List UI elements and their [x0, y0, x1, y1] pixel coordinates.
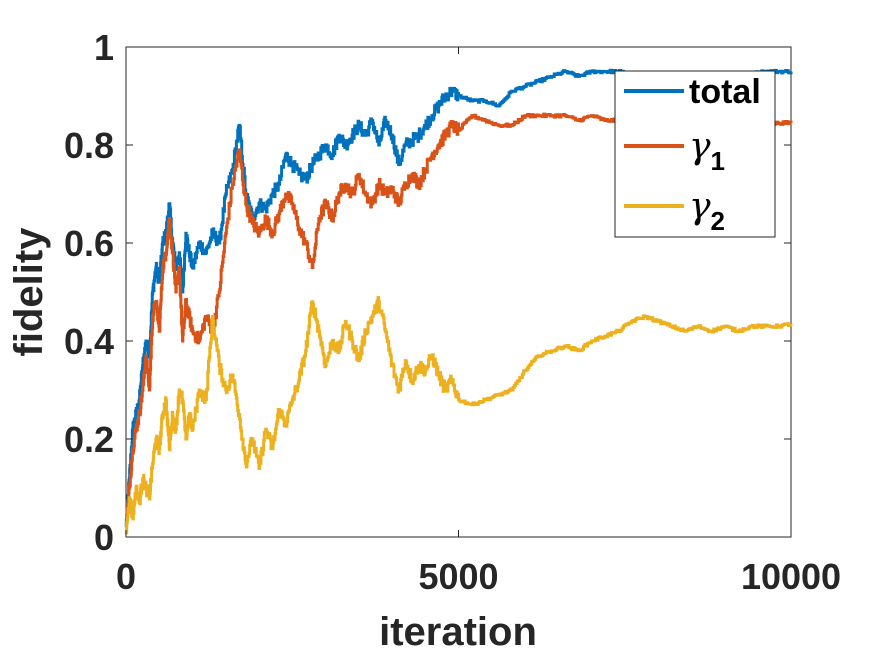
legend-subscript: 1: [711, 146, 725, 176]
x-tick-label: 0: [116, 556, 136, 597]
y-tick-label: 0.6: [64, 223, 114, 264]
x-tick-label: 10000: [741, 556, 841, 597]
legend-subscript: 2: [711, 206, 725, 236]
y-tick-label: 0.8: [64, 125, 114, 166]
series-group: [124, 68, 793, 535]
series-line-3: [124, 296, 793, 535]
x-tick-label: 5000: [418, 556, 498, 597]
y-tick-label: 0: [94, 517, 114, 558]
legend-label-2: γ1: [689, 126, 725, 176]
legend-greek-symbol: γ: [689, 186, 711, 227]
ticks-group: [125, 46, 792, 538]
y-axis-label: fidelity: [7, 227, 51, 357]
legend-greek-symbol: γ: [689, 126, 711, 167]
x-axis-label: iteration: [379, 610, 537, 654]
y-tick-label: 0.2: [64, 419, 114, 460]
y-tick-label: 1: [94, 27, 114, 68]
y-tick-label: 0.4: [64, 321, 114, 362]
legend-label-3: γ2: [689, 186, 725, 236]
legend-box: [614, 70, 776, 238]
series-line-2: [124, 112, 793, 529]
legend-label-1: total: [689, 73, 761, 111]
tick-labels-group: 0 5000 10000 0 0.2 0.4 0.6 0.8 1: [64, 27, 841, 597]
